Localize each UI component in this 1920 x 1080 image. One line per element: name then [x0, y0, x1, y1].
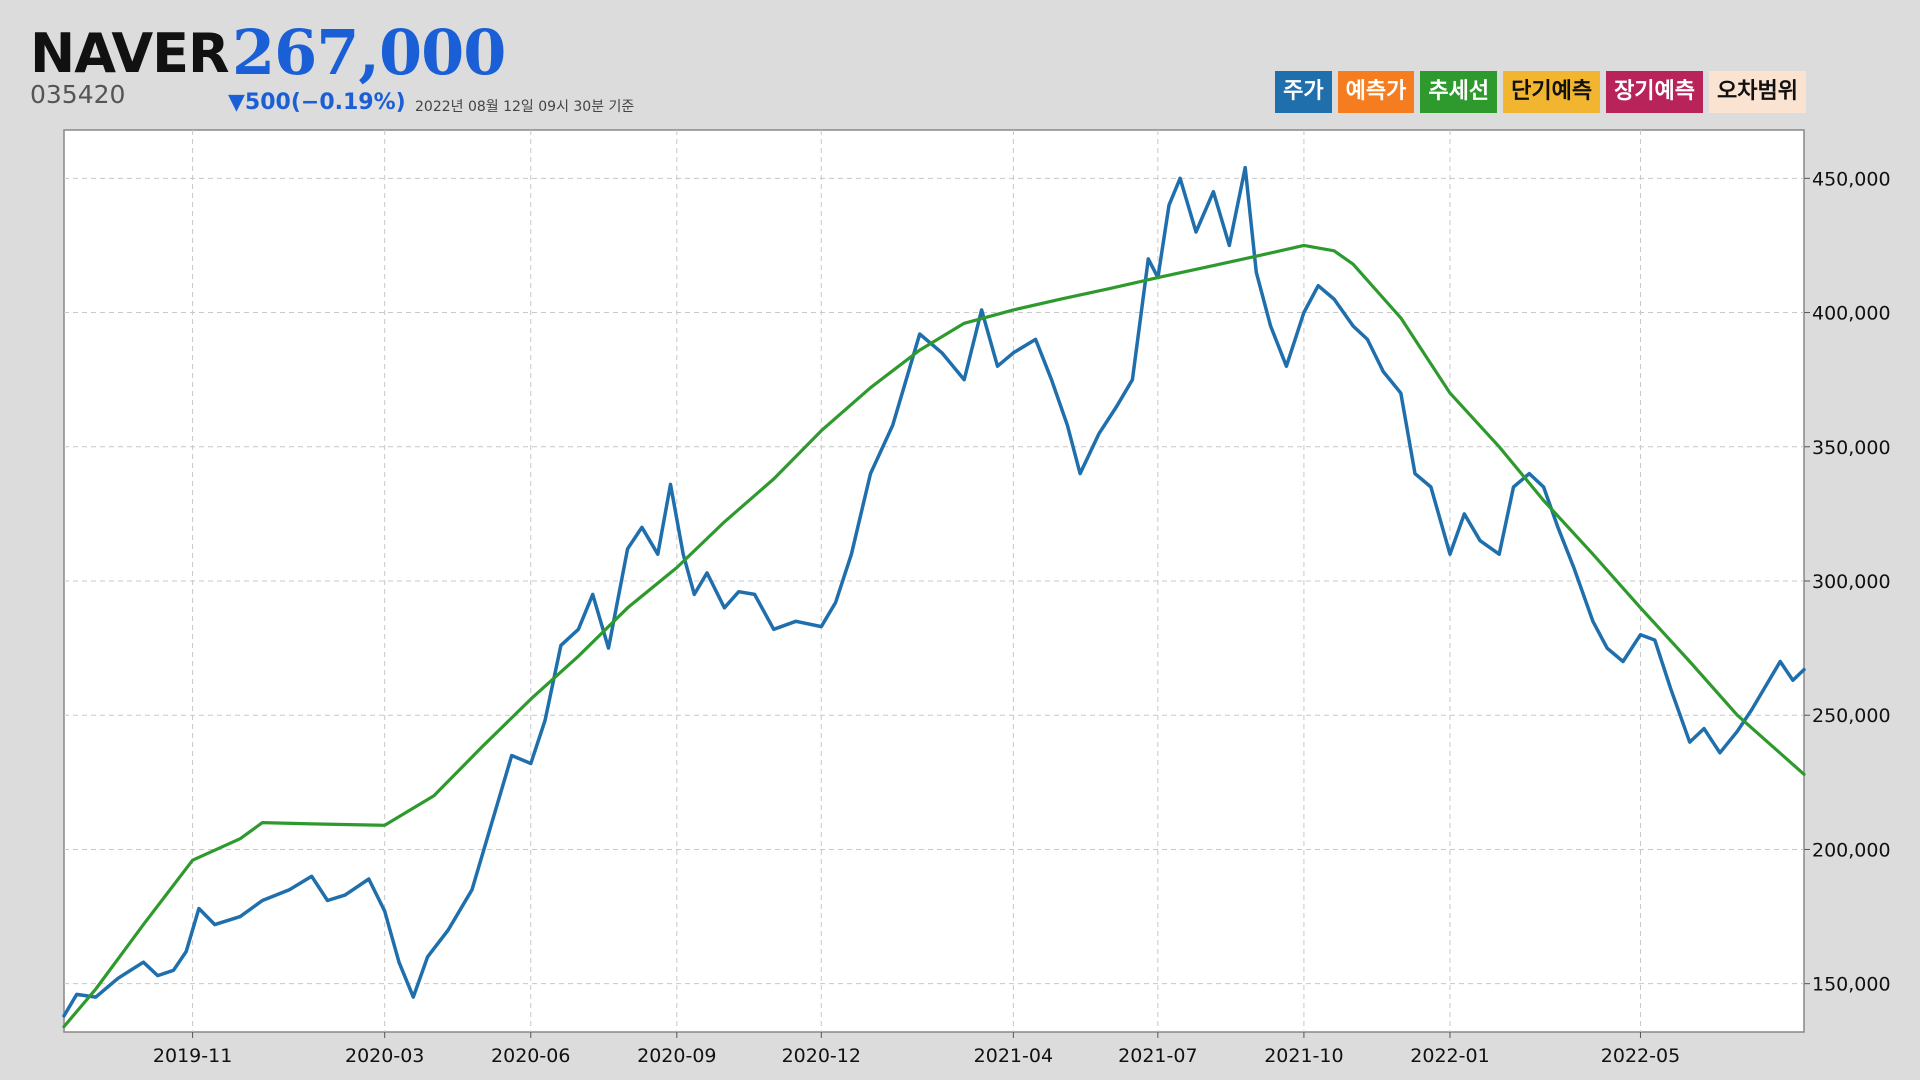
y-tick-label: 350,000 [1812, 437, 1891, 459]
grid [64, 130, 1804, 1032]
y-tick-label: 300,000 [1812, 571, 1891, 593]
legend-item-long-term[interactable]: 장기예측 [1606, 71, 1704, 113]
x-tick-label: 2022-01 [1410, 1045, 1489, 1067]
trend-line [62, 243, 1806, 1029]
y-tick-label: 400,000 [1812, 303, 1891, 325]
stock-price: 267,000 [232, 16, 506, 89]
x-tick-label: 2020-09 [637, 1045, 716, 1067]
x-tick-label: 2019-11 [153, 1045, 232, 1067]
y-tick-label: 450,000 [1812, 168, 1891, 190]
price-change: ▼500(−0.19%) [228, 90, 406, 115]
legend-item-price[interactable]: 주가 [1275, 71, 1332, 113]
legend-item-forecast[interactable]: 예측가 [1337, 71, 1415, 113]
legend-item-short-term[interactable]: 단기예측 [1503, 71, 1601, 113]
y-tick-label: 200,000 [1812, 839, 1891, 861]
x-tick-label: 2021-04 [974, 1045, 1053, 1067]
x-axis: 2019-11 2020-03 2020-06 2020-09 2020-12 2021-… [153, 1032, 1680, 1067]
stock-code: 035420 [30, 80, 126, 109]
x-tick-label: 2020-12 [782, 1045, 861, 1067]
y-tick-label: 250,000 [1812, 705, 1891, 727]
y-tick-label: 150,000 [1812, 974, 1891, 996]
x-tick-label: 2021-07 [1118, 1045, 1197, 1067]
series-layer [62, 165, 1806, 1029]
x-tick-label: 2022-05 [1601, 1045, 1680, 1067]
legend-item-trend[interactable]: 추세선 [1420, 71, 1498, 113]
price-line [62, 165, 1806, 1018]
legend: 주가 예측가 추세선 단기예측 장기예측 오차범위 [1275, 71, 1806, 113]
x-tick-label: 2021-10 [1264, 1045, 1343, 1067]
x-tick-label: 2020-03 [345, 1045, 424, 1067]
timestamp: 2022년 08월 12일 09시 30분 기준 [415, 99, 635, 115]
stock-name: NAVER [30, 22, 230, 85]
x-tick-label: 2020-06 [491, 1045, 570, 1067]
legend-item-error-range[interactable]: 오차범위 [1709, 71, 1806, 113]
y-axis: 150,000 200,000 250,000 300,000 350,000 400,0… [1804, 168, 1891, 996]
